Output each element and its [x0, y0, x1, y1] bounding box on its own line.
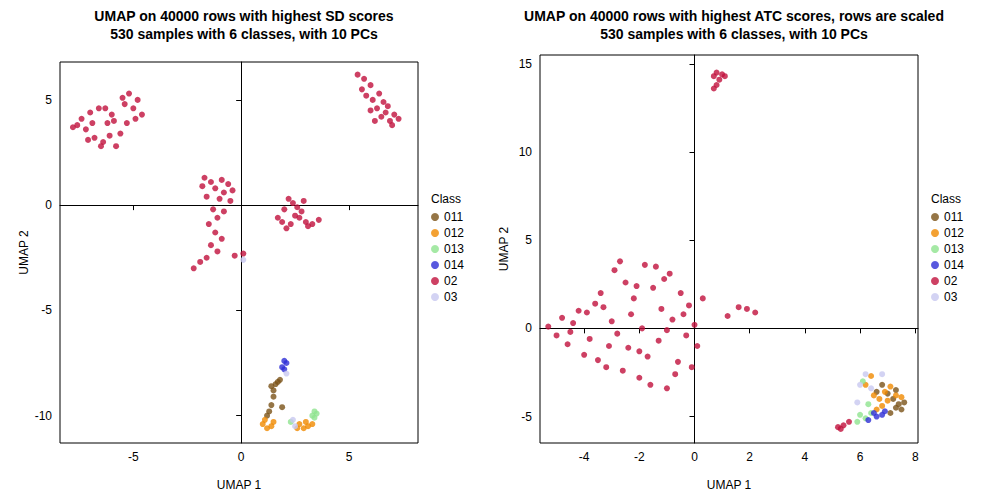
svg-text:UMAP 2: UMAP 2: [497, 226, 511, 271]
svg-text:-10: -10: [35, 409, 53, 423]
svg-text:-5: -5: [41, 303, 52, 317]
svg-text:-5: -5: [521, 410, 532, 424]
svg-text:Class: Class: [431, 192, 461, 206]
svg-text:5: 5: [346, 450, 353, 464]
svg-text:-5: -5: [128, 450, 139, 464]
svg-text:-2: -2: [634, 450, 645, 464]
svg-text:013: 013: [944, 242, 964, 256]
svg-text:014: 014: [944, 258, 964, 272]
svg-text:2: 2: [746, 450, 753, 464]
svg-text:011: 011: [444, 210, 463, 224]
svg-text:0: 0: [691, 450, 698, 464]
svg-text:011: 011: [944, 210, 963, 224]
svg-text:6: 6: [857, 450, 864, 464]
svg-text:UMAP 1: UMAP 1: [707, 478, 752, 492]
svg-text:014: 014: [444, 258, 464, 272]
svg-text:8: 8: [912, 450, 919, 464]
svg-text:UMAP on 40000 rows with highes: UMAP on 40000 rows with highest ATC scor…: [524, 8, 944, 24]
svg-text:UMAP 1: UMAP 1: [217, 478, 262, 492]
svg-text:03: 03: [944, 290, 958, 304]
svg-text:UMAP 2: UMAP 2: [17, 230, 31, 275]
svg-text:10: 10: [519, 145, 533, 159]
svg-text:0: 0: [45, 198, 52, 212]
svg-text:0: 0: [238, 450, 245, 464]
svg-text:5: 5: [525, 233, 532, 247]
svg-text:4: 4: [802, 450, 809, 464]
svg-text:012: 012: [444, 226, 464, 240]
svg-text:013: 013: [444, 242, 464, 256]
svg-text:5: 5: [45, 93, 52, 107]
svg-text:-4: -4: [579, 450, 590, 464]
svg-text:03: 03: [444, 290, 458, 304]
svg-text:02: 02: [944, 274, 958, 288]
svg-text:530 samples with 6 classes, wi: 530 samples with 6 classes, with 10 PCs: [600, 26, 868, 42]
svg-text:02: 02: [444, 274, 458, 288]
svg-text:012: 012: [944, 226, 964, 240]
svg-text:Class: Class: [931, 192, 961, 206]
svg-text:UMAP on 40000 rows with highes: UMAP on 40000 rows with highest SD score…: [94, 8, 393, 24]
svg-text:15: 15: [519, 57, 533, 71]
svg-text:530 samples with 6 classes, wi: 530 samples with 6 classes, with 10 PCs: [110, 26, 378, 42]
svg-text:0: 0: [525, 321, 532, 335]
